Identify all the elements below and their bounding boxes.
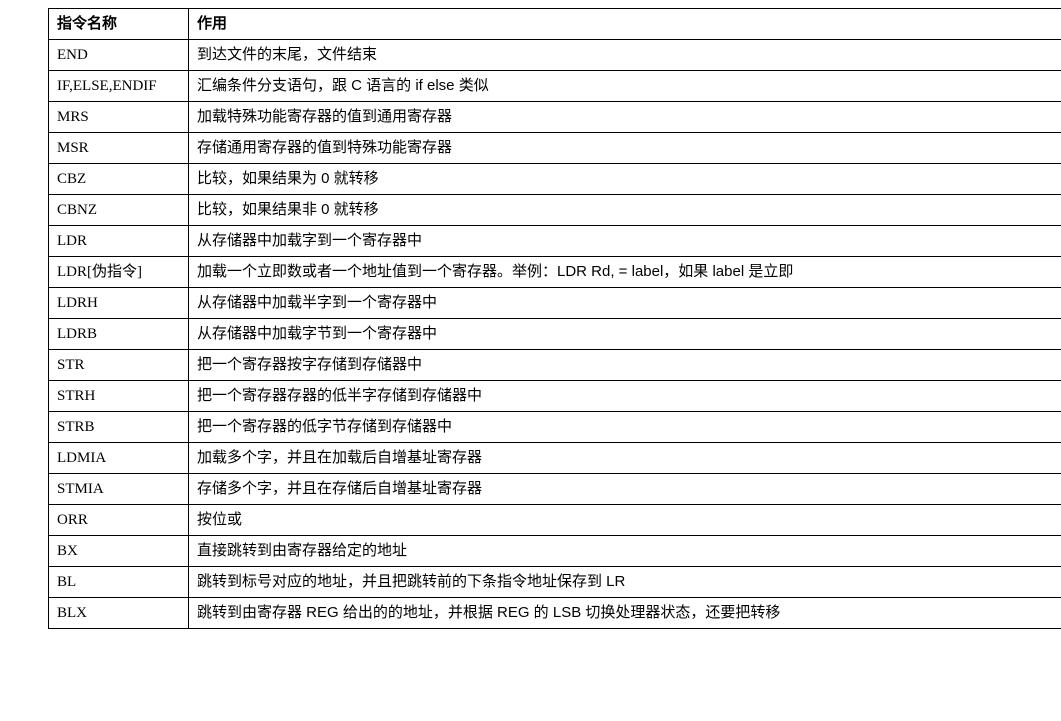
table-row: ORR按位或 xyxy=(49,505,1061,536)
table-row: LDR从存储器中加载字到一个寄存器中 xyxy=(49,226,1061,257)
cell-instruction-name: ORR xyxy=(49,505,189,536)
cell-instruction-desc: 按位或 xyxy=(189,505,1061,536)
cell-instruction-name: MRS xyxy=(49,102,189,133)
table-row: END到达文件的末尾，文件结束 xyxy=(49,40,1061,71)
cell-instruction-name: IF,ELSE,ENDIF xyxy=(49,71,189,102)
table-row: LDRB从存储器中加载字节到一个寄存器中 xyxy=(49,319,1061,350)
header-name: 指令名称 xyxy=(49,9,189,40)
header-desc: 作用 xyxy=(189,9,1061,40)
table-row: IF,ELSE,ENDIF汇编条件分支语句，跟 C 语言的 if else 类似 xyxy=(49,71,1061,102)
cell-instruction-desc: 跳转到由寄存器 REG 给出的的地址，并根据 REG 的 LSB 切换处理器状态… xyxy=(189,598,1061,629)
cell-instruction-name: BL xyxy=(49,567,189,598)
cell-instruction-desc: 从存储器中加载字到一个寄存器中 xyxy=(189,226,1061,257)
cell-instruction-name: LDRB xyxy=(49,319,189,350)
cell-instruction-name: STR xyxy=(49,350,189,381)
table-row: STRB把一个寄存器的低字节存储到存储器中 xyxy=(49,412,1061,443)
table-row: LDR[伪指令]加载一个立即数或者一个地址值到一个寄存器。举例：LDR Rd, … xyxy=(49,257,1061,288)
cell-instruction-desc: 汇编条件分支语句，跟 C 语言的 if else 类似 xyxy=(189,71,1061,102)
cell-instruction-name: CBNZ xyxy=(49,195,189,226)
cell-instruction-name: LDR[伪指令] xyxy=(49,257,189,288)
cell-instruction-name: LDR xyxy=(49,226,189,257)
table-row: LDRH从存储器中加载半字到一个寄存器中 xyxy=(49,288,1061,319)
table-row: STRH把一个寄存器存器的低半字存储到存储器中 xyxy=(49,381,1061,412)
cell-instruction-desc: 把一个寄存器按字存储到存储器中 xyxy=(189,350,1061,381)
cell-instruction-desc: 比较，如果结果为 0 就转移 xyxy=(189,164,1061,195)
cell-instruction-name: CBZ xyxy=(49,164,189,195)
cell-instruction-desc: 直接跳转到由寄存器给定的地址 xyxy=(189,536,1061,567)
cell-instruction-name: MSR xyxy=(49,133,189,164)
table-row: BX直接跳转到由寄存器给定的地址 xyxy=(49,536,1061,567)
cell-instruction-desc: 从存储器中加载字节到一个寄存器中 xyxy=(189,319,1061,350)
table-row: LDMIA加载多个字，并且在加载后自增基址寄存器 xyxy=(49,443,1061,474)
cell-instruction-desc: 把一个寄存器的低字节存储到存储器中 xyxy=(189,412,1061,443)
cell-instruction-desc: 存储多个字，并且在存储后自增基址寄存器 xyxy=(189,474,1061,505)
cell-instruction-name: END xyxy=(49,40,189,71)
table-row: MSR存储通用寄存器的值到特殊功能寄存器 xyxy=(49,133,1061,164)
cell-instruction-name: STRB xyxy=(49,412,189,443)
cell-instruction-name: LDMIA xyxy=(49,443,189,474)
cell-instruction-desc: 加载多个字，并且在加载后自增基址寄存器 xyxy=(189,443,1061,474)
table-row: STR把一个寄存器按字存储到存储器中 xyxy=(49,350,1061,381)
cell-instruction-name: BX xyxy=(49,536,189,567)
cell-instruction-name: BLX xyxy=(49,598,189,629)
cell-instruction-desc: 从存储器中加载半字到一个寄存器中 xyxy=(189,288,1061,319)
cell-instruction-name: LDRH xyxy=(49,288,189,319)
cell-instruction-desc: 到达文件的末尾，文件结束 xyxy=(189,40,1061,71)
table-row: STMIA存储多个字，并且在存储后自增基址寄存器 xyxy=(49,474,1061,505)
cell-instruction-desc: 存储通用寄存器的值到特殊功能寄存器 xyxy=(189,133,1061,164)
table-row: CBNZ比较，如果结果非 0 就转移 xyxy=(49,195,1061,226)
table-row: BLX跳转到由寄存器 REG 给出的的地址，并根据 REG 的 LSB 切换处理… xyxy=(49,598,1061,629)
table-row: BL跳转到标号对应的地址，并且把跳转前的下条指令地址保存到 LR xyxy=(49,567,1061,598)
cell-instruction-desc: 加载一个立即数或者一个地址值到一个寄存器。举例：LDR Rd, = label，… xyxy=(189,257,1061,288)
cell-instruction-desc: 加载特殊功能寄存器的值到通用寄存器 xyxy=(189,102,1061,133)
cell-instruction-name: STRH xyxy=(49,381,189,412)
instruction-table: 指令名称 作用 END到达文件的末尾，文件结束IF,ELSE,ENDIF汇编条件… xyxy=(48,8,1061,629)
instruction-table-container: 指令名称 作用 END到达文件的末尾，文件结束IF,ELSE,ENDIF汇编条件… xyxy=(48,8,1061,629)
table-row: MRS加载特殊功能寄存器的值到通用寄存器 xyxy=(49,102,1061,133)
cell-instruction-desc: 把一个寄存器存器的低半字存储到存储器中 xyxy=(189,381,1061,412)
cell-instruction-name: STMIA xyxy=(49,474,189,505)
table-row: CBZ比较，如果结果为 0 就转移 xyxy=(49,164,1061,195)
cell-instruction-desc: 跳转到标号对应的地址，并且把跳转前的下条指令地址保存到 LR xyxy=(189,567,1061,598)
cell-instruction-desc: 比较，如果结果非 0 就转移 xyxy=(189,195,1061,226)
table-header-row: 指令名称 作用 xyxy=(49,9,1061,40)
